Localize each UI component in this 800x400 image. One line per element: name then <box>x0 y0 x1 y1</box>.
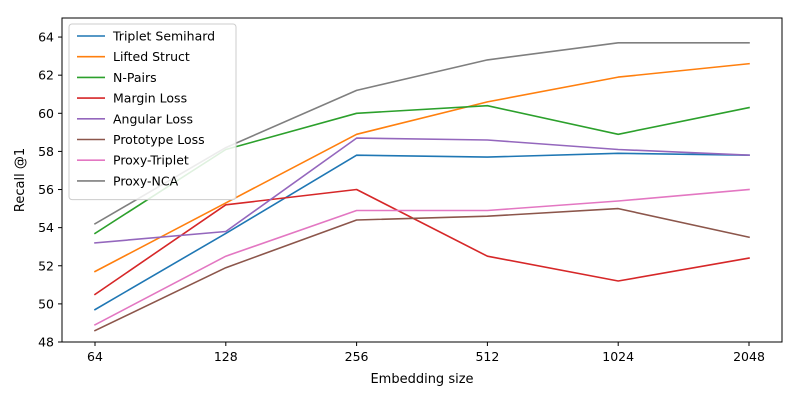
y-tick-label: 58 <box>38 144 54 159</box>
x-tick-label: 256 <box>345 349 369 364</box>
series-line-triplet-semihard <box>93 152 750 311</box>
legend-label: N-Pairs <box>113 70 157 85</box>
legend-label: Margin Loss <box>113 91 187 106</box>
x-tick-label: 1024 <box>602 349 634 364</box>
legend-label: Triplet Semihard <box>112 29 215 44</box>
legend-label: Proxy-NCA <box>113 173 179 188</box>
x-tick-label: 2048 <box>733 349 765 364</box>
series-line-angular-loss <box>94 137 750 244</box>
series-line-lifted-struct <box>93 62 750 273</box>
y-tick-label: 62 <box>38 68 54 83</box>
y-axis-ticks: 48 50 52 54 56 58 60 62 64 <box>38 30 62 350</box>
series-line-prototype-loss <box>93 207 750 332</box>
y-tick-label: 64 <box>38 30 54 45</box>
legend: Triplet Semihard Lifted Struct N-Pairs Marg… <box>68 23 237 201</box>
legend-label: Angular Loss <box>113 111 193 126</box>
x-tick-label: 64 <box>87 349 103 364</box>
x-tick-label: 512 <box>475 349 499 364</box>
y-tick-label: 54 <box>38 220 54 235</box>
series-line-proxy-triplet <box>93 188 750 326</box>
x-tick-label: 128 <box>214 349 238 364</box>
y-tick-label: 50 <box>38 296 54 311</box>
y-tick-label: 60 <box>38 106 54 121</box>
x-axis-label: Embedding size <box>370 372 473 387</box>
series-line-margin-loss <box>93 188 750 296</box>
y-tick-label: 52 <box>38 258 54 273</box>
legend-label: Lifted Struct <box>113 49 190 64</box>
y-tick-label: 48 <box>38 335 54 350</box>
x-axis-ticks: 64 128 256 512 1024 2048 <box>87 342 765 364</box>
y-tick-label: 56 <box>38 182 54 197</box>
y-axis-label: Recall @1 <box>13 148 28 212</box>
legend-label: Proxy-Triplet <box>113 153 189 168</box>
legend-frame <box>68 23 237 201</box>
legend-label: Prototype Loss <box>113 132 205 147</box>
plot-area-frame <box>61 17 783 343</box>
